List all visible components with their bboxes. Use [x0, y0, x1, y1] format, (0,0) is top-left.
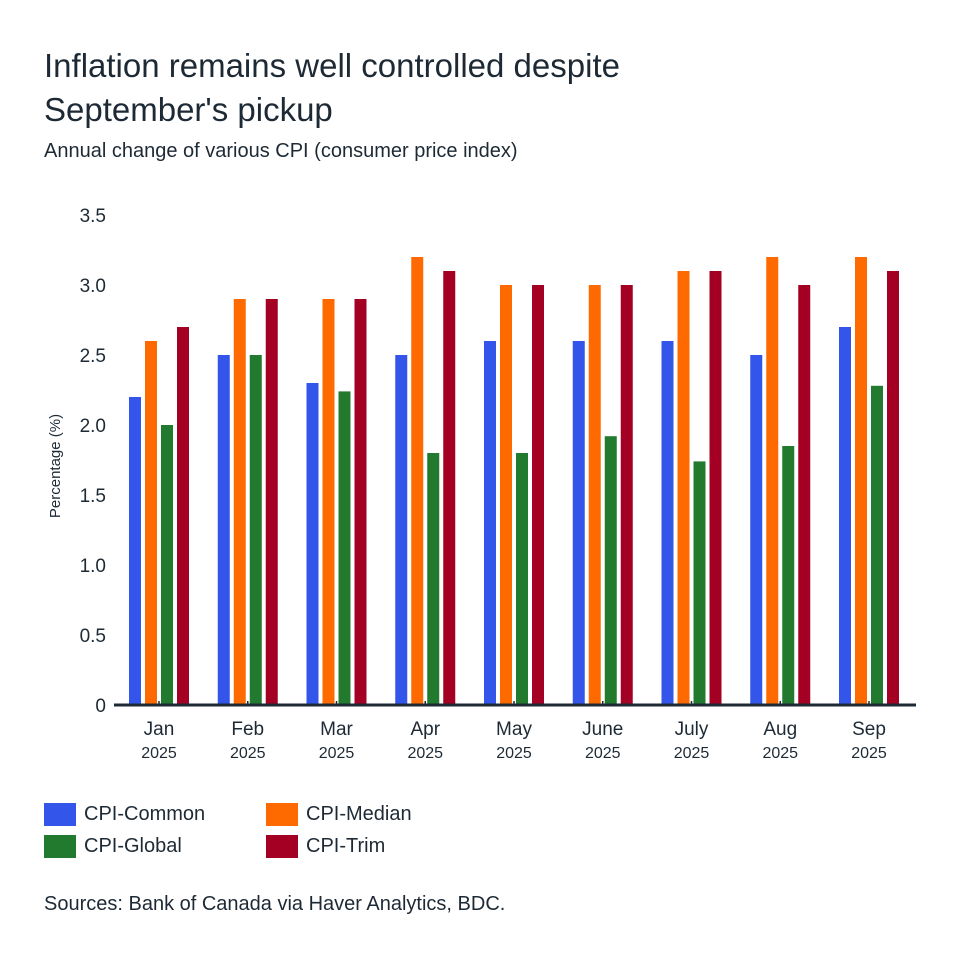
y-tick-label: 1.5	[80, 486, 106, 507]
bar-cpi-median-apr	[411, 257, 424, 705]
legend-item-cpi-median: CPI-Median	[266, 801, 412, 827]
x-tick-label-year: 2025	[141, 745, 177, 762]
bar-cpi-global-mar	[338, 391, 351, 705]
legend-item-cpi-common: CPI-Common	[44, 801, 205, 827]
legend-swatch	[266, 802, 298, 826]
y-tick-label: 0.5	[80, 626, 106, 647]
bar-cpi-common-may	[484, 341, 496, 705]
x-tick-label-year: 2025	[585, 745, 621, 762]
x-tick-label-month: Apr	[410, 719, 440, 740]
bar-cpi-global-feb	[249, 355, 262, 705]
legend-label: CPI-Trim	[306, 834, 386, 857]
x-tick-label-year: 2025	[230, 745, 266, 762]
bar-cpi-median-feb	[233, 299, 246, 705]
legend-label: CPI-Global	[84, 834, 182, 857]
y-tick-label: 2.5	[80, 346, 106, 367]
x-tick-label-month: June	[582, 719, 623, 740]
x-tick-label-year: 2025	[762, 745, 798, 762]
bar-cpi-trim-mar	[354, 299, 367, 705]
bar-cpi-common-aug	[750, 355, 763, 705]
x-tick-label-year: 2025	[496, 745, 532, 762]
bar-cpi-trim-sep	[887, 271, 899, 705]
bar-cpi-global-july	[693, 461, 706, 705]
x-tick-label-month: Aug	[763, 719, 797, 740]
bars	[129, 257, 899, 705]
source-note: Sources: Bank of Canada via Haver Analyt…	[44, 893, 506, 915]
x-tick-label-month: July	[675, 719, 709, 740]
bar-cpi-global-june	[604, 436, 617, 705]
x-tick-label-year: 2025	[407, 745, 443, 762]
x-tick-label-year: 2025	[851, 745, 887, 762]
bar-cpi-common-feb	[217, 355, 230, 705]
bar-cpi-global-apr	[427, 453, 440, 705]
legend-label: CPI-Median	[306, 802, 412, 825]
bar-cpi-global-may	[516, 453, 528, 705]
bar-cpi-median-may	[500, 285, 512, 705]
x-tick-label-month: Mar	[320, 719, 353, 740]
bar-cpi-trim-aug	[798, 285, 811, 705]
bar-cpi-median-july	[677, 271, 690, 705]
bar-cpi-median-aug	[766, 257, 779, 705]
chart-subtitle: Annual change of various CPI (consumer p…	[44, 140, 518, 162]
y-tick-label: 3.0	[80, 276, 106, 297]
bar-cpi-median-mar	[322, 299, 335, 705]
legend-item-cpi-trim: CPI-Trim	[266, 833, 385, 859]
bar-cpi-common-july	[661, 341, 674, 705]
y-tick-label: 0	[95, 696, 106, 717]
bar-cpi-trim-feb	[265, 299, 278, 705]
bar-cpi-median-jan	[145, 341, 157, 705]
x-tick-label-month: Feb	[231, 719, 264, 740]
y-axis: 0 0.5 1.0 1.5 2.0 2.5 3.0 3.5	[80, 206, 106, 717]
bar-cpi-global-aug	[782, 446, 795, 705]
bar-cpi-global-jan	[161, 425, 173, 705]
x-tick-label-month: Sep	[852, 719, 886, 740]
y-tick-label: 3.5	[80, 206, 106, 227]
bar-cpi-common-sep	[839, 327, 851, 705]
bar-cpi-common-jan	[129, 397, 141, 705]
bar-cpi-trim-apr	[443, 271, 456, 705]
legend-label: CPI-Common	[84, 802, 206, 825]
bar-cpi-median-june	[588, 285, 601, 705]
bar-cpi-common-june	[572, 341, 585, 705]
y-tick-label: 2.0	[80, 416, 106, 437]
bar-cpi-common-apr	[395, 355, 408, 705]
bar-cpi-trim-june	[620, 285, 633, 705]
x-tick-label-year: 2025	[674, 745, 710, 762]
legend-swatch	[266, 834, 298, 858]
bar-cpi-global-sep	[871, 385, 883, 705]
bar-cpi-trim-july	[709, 271, 722, 705]
legend-swatch	[44, 802, 76, 826]
x-tick-label-month: May	[496, 719, 532, 740]
x-tick-label-year: 2025	[319, 745, 355, 762]
x-axis: Jan 2025 Feb 2025 Mar 2025 Apr 2025 May 2025 June 2…	[141, 701, 887, 762]
bar-cpi-trim-jan	[177, 327, 189, 705]
chart-title: Inflation remains well controlled despit…	[44, 47, 620, 128]
bar-cpi-common-mar	[306, 383, 319, 705]
x-tick-label-month: Jan	[144, 719, 175, 740]
bar-cpi-trim-may	[532, 285, 544, 705]
legend-swatch	[44, 834, 76, 858]
y-tick-label: 1.0	[80, 556, 106, 577]
legend-item-cpi-global: CPI-Global	[44, 833, 182, 859]
y-axis-label: Percentage (%)	[47, 414, 64, 518]
bar-cpi-median-sep	[855, 257, 867, 705]
